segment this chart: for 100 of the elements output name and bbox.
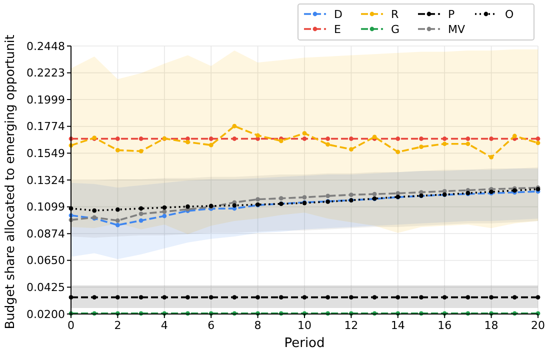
- legend-label: O: [505, 8, 514, 21]
- point: [138, 148, 144, 154]
- point: [302, 195, 307, 200]
- point: [326, 194, 330, 198]
- y-axis-title: Budget share allocated to emerging opportunit: [2, 34, 17, 330]
- point: [186, 140, 190, 144]
- point: [256, 197, 260, 202]
- point: [326, 295, 330, 300]
- point: [396, 150, 400, 154]
- point: [466, 142, 470, 146]
- y-tick-label: 0.1774: [26, 120, 65, 134]
- point: [396, 136, 400, 141]
- x-axis-title: Period: [284, 336, 325, 351]
- x-tick-label: 20: [531, 319, 545, 332]
- x-tick-label: 2: [114, 319, 122, 332]
- point: [442, 295, 447, 300]
- x-tick-label: 0: [68, 319, 74, 332]
- point: [442, 136, 447, 141]
- point: [466, 136, 470, 141]
- point: [536, 136, 540, 141]
- point: [138, 218, 144, 223]
- y-tick-label: 0.2223: [26, 66, 65, 80]
- y-tick-label: 0.1999: [26, 93, 65, 106]
- x-tick-label: 12: [344, 319, 358, 332]
- point: [326, 142, 330, 147]
- point: [442, 142, 447, 146]
- point: [232, 136, 237, 141]
- point: [536, 295, 540, 300]
- point: [419, 190, 424, 194]
- point: [138, 212, 144, 216]
- y-tick-label: 0.1324: [26, 174, 65, 187]
- y-tick-label: 0.0874: [26, 228, 65, 240]
- x-tick-label: 18: [484, 319, 498, 332]
- y-tick-label: 0.1549: [26, 147, 65, 160]
- point: [116, 218, 120, 223]
- legend-label: P: [448, 8, 455, 21]
- point: [419, 136, 424, 141]
- x-tick-label: 10: [298, 319, 312, 332]
- y-tick-label: 0.1099: [26, 200, 65, 214]
- point: [256, 133, 260, 138]
- point: [92, 208, 97, 213]
- point: [208, 295, 214, 300]
- point: [116, 207, 120, 212]
- point: [349, 295, 354, 300]
- point: [162, 210, 167, 214]
- point: [326, 136, 330, 141]
- point: [186, 204, 190, 209]
- point: [302, 136, 307, 141]
- x-tick-label: 6: [208, 319, 215, 332]
- legend-label: G: [391, 22, 400, 36]
- legend-label: E: [334, 22, 341, 36]
- point: [116, 148, 120, 152]
- point: [349, 192, 354, 197]
- point: [489, 295, 494, 300]
- point: [419, 295, 424, 300]
- point: [489, 136, 494, 141]
- x-tick-label: 16: [438, 319, 452, 332]
- point: [162, 295, 167, 300]
- point: [349, 147, 354, 152]
- point: [208, 142, 214, 148]
- point: [162, 205, 167, 210]
- point: [489, 155, 494, 160]
- point: [278, 196, 284, 201]
- point: [138, 295, 144, 300]
- point: [186, 295, 190, 300]
- point: [116, 295, 120, 300]
- point: [256, 295, 260, 300]
- legend-label: D: [334, 8, 342, 21]
- point: [232, 203, 237, 208]
- point: [349, 136, 354, 141]
- y-tick-label: 0.0650: [26, 254, 65, 268]
- point: [208, 136, 214, 141]
- point: [512, 295, 517, 300]
- y-tick-label: 0.0425: [26, 281, 65, 294]
- point: [116, 222, 120, 228]
- point: [466, 295, 470, 300]
- x-tick-label: 8: [254, 319, 262, 332]
- point: [396, 295, 400, 300]
- point: [372, 295, 377, 300]
- point: [512, 134, 517, 138]
- point: [536, 140, 540, 146]
- legend-label: MV: [448, 22, 466, 36]
- point: [419, 144, 424, 150]
- y-tick-label: 0.0200: [26, 308, 65, 321]
- point: [232, 124, 237, 128]
- point: [138, 136, 144, 141]
- point: [302, 295, 307, 300]
- legend-label: R: [391, 8, 399, 21]
- point: [116, 136, 120, 141]
- point: [92, 295, 97, 300]
- point: [232, 295, 237, 300]
- point: [162, 214, 167, 218]
- point: [302, 131, 307, 136]
- point: [278, 295, 284, 300]
- x-tick-label: 14: [390, 319, 405, 332]
- x-tick-label: 4: [160, 319, 168, 332]
- point: [372, 192, 377, 196]
- point: [138, 206, 144, 211]
- point: [278, 138, 284, 144]
- y-tick-label: 0.2448: [26, 40, 65, 53]
